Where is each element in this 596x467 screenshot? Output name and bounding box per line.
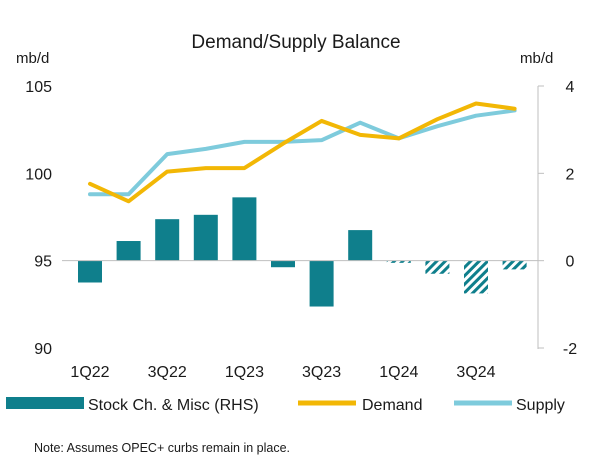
legend-label-demand: Demand <box>362 397 422 414</box>
footnote: Note: Assumes OPEC+ curbs remain in plac… <box>34 441 291 455</box>
left-tick-label: 95 <box>34 254 52 271</box>
right-tick-label: 4 <box>566 79 575 96</box>
right-tick-label: -2 <box>563 341 577 358</box>
bar <box>348 230 373 261</box>
x-tick-label: 3Q23 <box>302 364 341 381</box>
left-axis-ticks: 90 95 100 105 <box>25 79 52 358</box>
bar <box>193 214 218 261</box>
x-tick-label: 3Q22 <box>148 364 187 381</box>
x-tick-label: 1Q22 <box>70 364 109 381</box>
bar <box>232 197 257 261</box>
right-axis-ticks: -2 0 2 4 <box>538 79 577 358</box>
bar-series <box>78 197 527 307</box>
bar <box>309 260 334 307</box>
bar <box>502 260 527 270</box>
bar <box>271 260 295 268</box>
chart-title: Demand/Supply Balance <box>191 32 400 53</box>
x-axis-ticks: 1Q22 3Q22 1Q23 3Q23 1Q24 3Q24 <box>70 364 495 381</box>
right-axis-unit: mb/d <box>520 50 553 67</box>
supply-line <box>88 108 517 197</box>
left-tick-label: 105 <box>25 79 52 96</box>
right-tick-label: 0 <box>566 254 575 271</box>
left-tick-label: 100 <box>25 166 52 183</box>
bar <box>78 260 102 283</box>
x-tick-label: 1Q24 <box>379 364 418 381</box>
legend-label-supply: Supply <box>516 397 565 414</box>
x-tick-label: 1Q23 <box>225 364 264 381</box>
right-tick-label: 2 <box>566 166 575 183</box>
left-axis-unit: mb/d <box>16 50 49 67</box>
bar <box>386 260 411 263</box>
x-tick-label: 3Q24 <box>456 364 495 381</box>
bar <box>464 260 488 294</box>
left-tick-label: 90 <box>34 341 52 358</box>
line-series <box>88 101 517 204</box>
legend-swatch-stock <box>6 397 84 409</box>
legend-label-stock: Stock Ch. & Misc (RHS) <box>88 397 259 414</box>
legend: Stock Ch. & Misc (RHS) Demand Supply <box>6 397 565 414</box>
bar <box>155 219 180 261</box>
bar <box>425 260 450 274</box>
bar <box>116 241 141 261</box>
demand-line <box>88 101 517 204</box>
